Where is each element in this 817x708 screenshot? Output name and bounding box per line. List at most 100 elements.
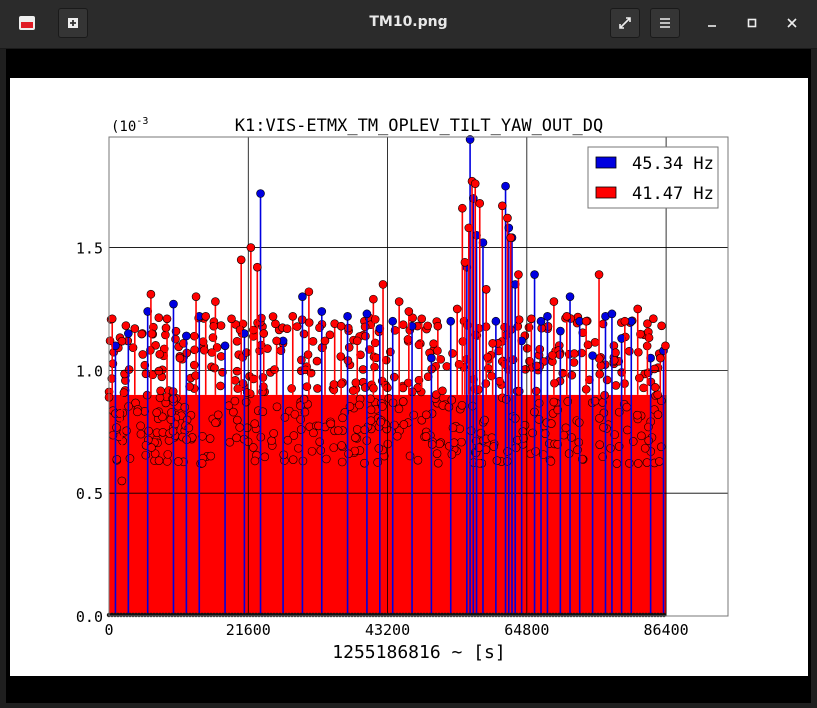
y-tick-label: 1.0: [76, 362, 103, 380]
background-point: [147, 329, 157, 339]
background-point: [561, 423, 571, 433]
background-point: [302, 382, 312, 392]
chart-canvas: K1:VIS-ETMX_TM_OPLEV_TILT_YAW_OUT_DQ (10…: [10, 78, 808, 676]
chart-title: K1:VIS-ETMX_TM_OPLEV_TILT_YAW_OUT_DQ: [235, 116, 603, 136]
background-point: [409, 410, 419, 420]
series-2-point: [352, 336, 362, 346]
series-2-point: [259, 329, 269, 338]
background-point: [138, 350, 148, 359]
background-point: [360, 322, 370, 332]
series-1-point: [256, 189, 265, 198]
background-point: [296, 425, 306, 434]
background-point: [567, 433, 576, 442]
background-point: [531, 447, 540, 456]
background-point: [211, 418, 220, 428]
series-1-point: [362, 309, 372, 319]
close-icon[interactable]: [779, 10, 805, 36]
series-1-point: [565, 292, 575, 301]
background-point: [635, 373, 644, 383]
background-point: [136, 421, 145, 431]
background-point: [399, 420, 409, 429]
background-point: [154, 366, 164, 376]
background-point: [657, 321, 666, 331]
legend-label-1: 45.34 Hz: [632, 154, 714, 174]
menu-icon[interactable]: [650, 8, 680, 38]
series-2-point: [460, 257, 470, 267]
window-title: TM10.png: [369, 14, 448, 30]
background-point: [112, 423, 121, 432]
x-tick-label: 21600: [226, 621, 271, 639]
background-point: [650, 364, 659, 374]
background-point: [233, 415, 242, 425]
background-point: [296, 415, 305, 424]
background-point: [548, 350, 557, 360]
background-point: [644, 333, 654, 343]
background-point: [650, 383, 660, 392]
background-point: [267, 436, 276, 446]
x-tick-label: 64800: [504, 621, 549, 639]
series-2-point: [620, 316, 630, 326]
series-2-point: [378, 280, 388, 289]
series-1-point: [427, 353, 436, 363]
series-1-point: [536, 316, 546, 326]
background-point: [141, 369, 151, 379]
series-2-point: [191, 292, 201, 301]
series-1-point: [220, 341, 230, 351]
background-point: [199, 345, 209, 355]
background-point: [596, 361, 606, 370]
legend-item-series-1: 45.34 Hz: [595, 154, 714, 174]
background-point: [309, 428, 318, 438]
series-1-point: [446, 316, 456, 326]
new-tab-icon[interactable]: [58, 8, 88, 38]
background-point: [179, 339, 188, 348]
legend-label-2: 41.47 Hz: [632, 184, 714, 204]
series-2-point: [211, 297, 220, 306]
background-point: [241, 397, 251, 407]
series-2-point: [514, 270, 523, 279]
background-point: [312, 356, 322, 366]
series-2-point: [581, 316, 591, 326]
background-point: [503, 456, 512, 466]
maximize-icon[interactable]: [739, 10, 765, 36]
fullscreen-icon[interactable]: [610, 8, 640, 38]
background-point: [156, 386, 165, 396]
background-point: [569, 358, 579, 367]
background-point: [528, 428, 537, 438]
background-point: [492, 456, 502, 465]
x-tick-label: 86400: [644, 621, 689, 639]
background-point: [154, 313, 164, 323]
background-point: [122, 426, 131, 436]
series-1-point: [543, 312, 552, 321]
x-tick-label: 0: [104, 621, 113, 639]
background-point: [133, 407, 142, 417]
background-point: [141, 450, 151, 460]
background-point: [358, 365, 368, 374]
plot-area: [104, 135, 729, 618]
background-point: [316, 446, 326, 455]
background-point: [288, 455, 298, 464]
background-point: [447, 395, 457, 405]
background-point: [155, 349, 165, 359]
series-2-point: [253, 262, 262, 272]
background-point: [612, 459, 622, 468]
app-icon: [12, 8, 42, 38]
background-point: [303, 350, 313, 359]
background-point: [394, 404, 404, 414]
background-point: [216, 352, 226, 361]
background-point: [374, 444, 384, 453]
background-point: [128, 343, 138, 352]
series-2-point: [130, 324, 140, 333]
background-point: [209, 321, 219, 331]
series-2-point: [661, 341, 670, 351]
background-point: [190, 331, 199, 341]
background-point: [564, 449, 574, 458]
background-point: [628, 437, 638, 446]
background-point: [355, 400, 364, 410]
legend-swatch-red: [595, 186, 617, 199]
series-1-point: [491, 316, 501, 326]
minimize-icon[interactable]: [699, 10, 725, 36]
background-point: [344, 449, 353, 459]
x-tick-label: 43200: [365, 621, 410, 639]
series-1-point: [343, 312, 352, 321]
background-point: [390, 420, 399, 430]
